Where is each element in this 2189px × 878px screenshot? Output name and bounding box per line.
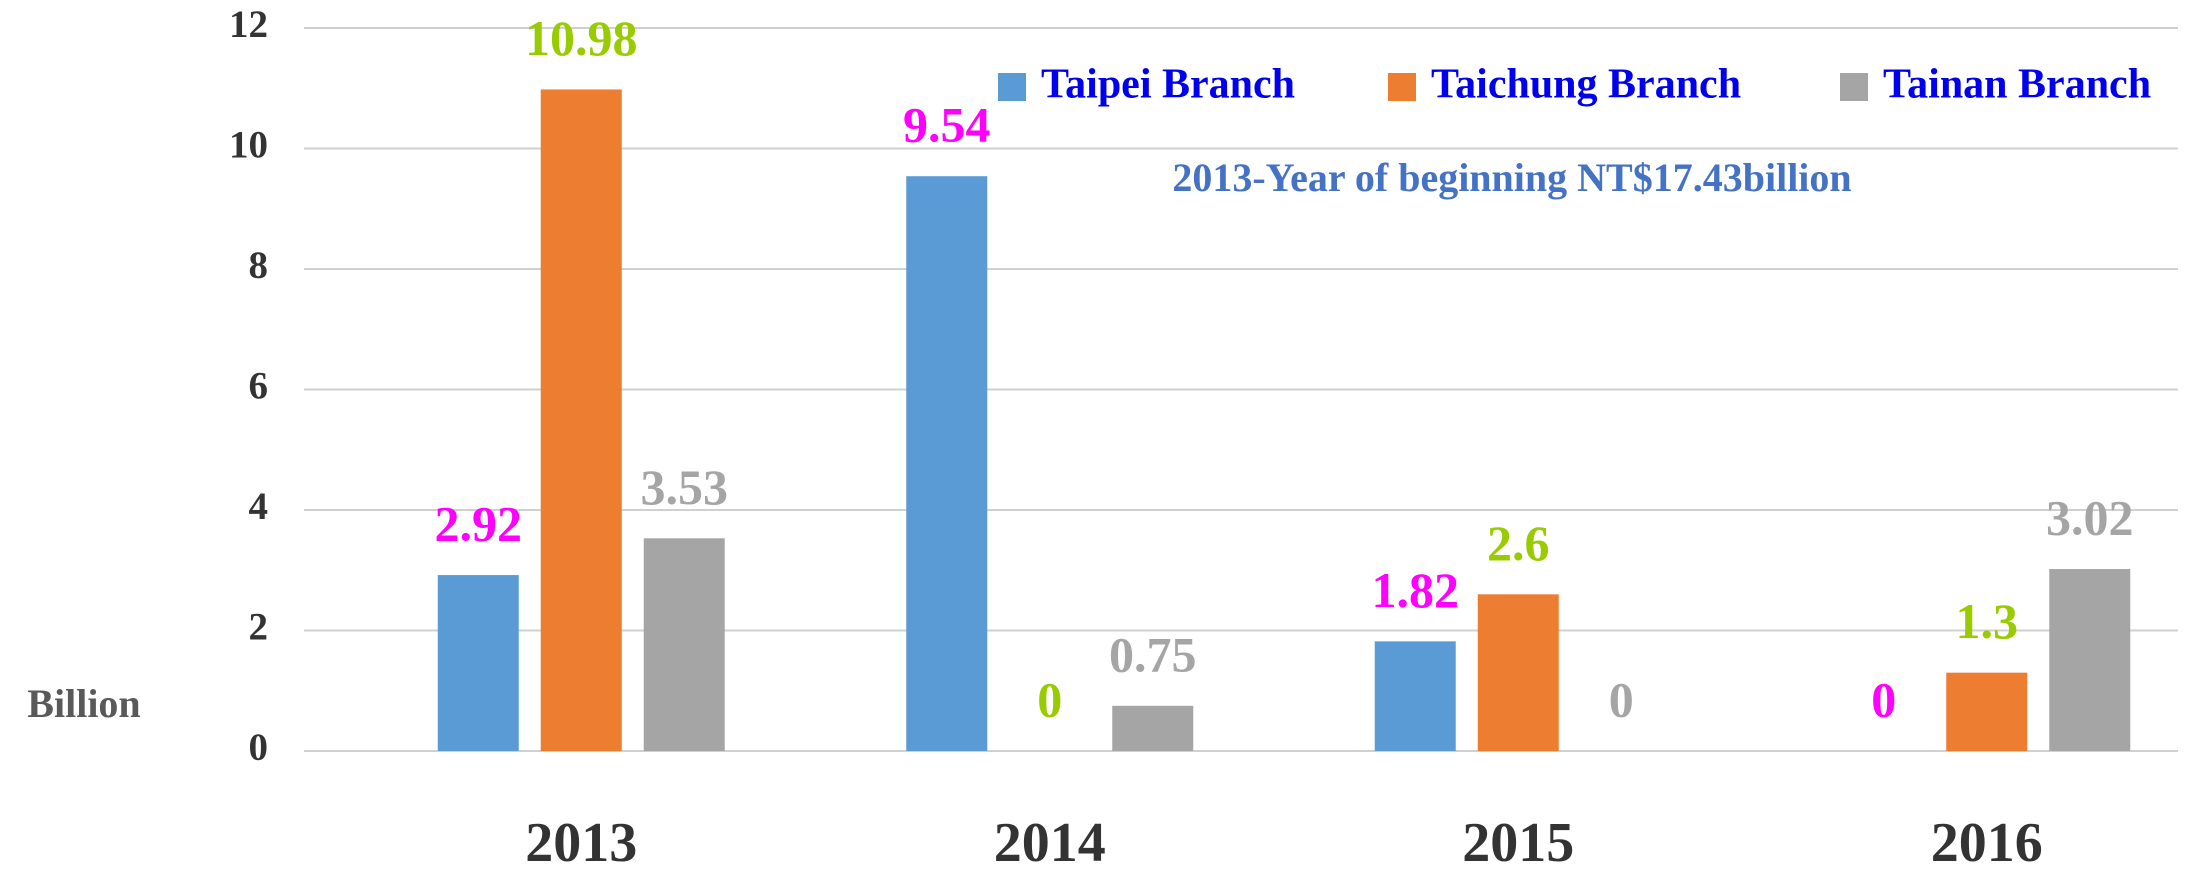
legend-swatch <box>1388 73 1416 101</box>
y-tick-label: 12 <box>229 3 268 46</box>
x-tick-label: 2015 <box>1462 812 1574 874</box>
y-axis-label: Billion <box>27 681 140 726</box>
data-label: 1.82 <box>1372 562 1460 618</box>
data-label: 0 <box>1609 671 1634 727</box>
bar <box>906 176 988 752</box>
data-label: 3.53 <box>641 459 729 515</box>
y-tick-label: 2 <box>249 605 269 648</box>
bar <box>540 89 622 751</box>
legend-swatch <box>998 73 1026 101</box>
legend-label: Taichung Branch <box>1431 62 1741 108</box>
data-label: 0 <box>1037 671 1062 727</box>
y-tick-label: 10 <box>229 123 268 166</box>
x-tick-label: 2016 <box>1931 812 2043 874</box>
data-label: 2.6 <box>1487 515 1550 571</box>
data-label: 0 <box>1871 671 1896 727</box>
bar <box>1112 705 1194 751</box>
data-label: 10.98 <box>525 10 638 66</box>
legend-label: Taipei Branch <box>1041 62 1295 108</box>
y-tick-label: 4 <box>249 485 269 528</box>
bar <box>1946 672 2028 751</box>
data-label: 2.92 <box>435 496 523 552</box>
legend-label: Tainan Branch <box>1883 62 2151 108</box>
y-tick-label: 0 <box>249 726 269 769</box>
y-tick-label: 8 <box>249 244 269 287</box>
legend-swatch <box>1840 73 1868 101</box>
data-label: 1.3 <box>1956 593 2019 649</box>
bar <box>643 538 725 751</box>
data-label: 0.75 <box>1109 626 1197 682</box>
x-tick-label: 2013 <box>525 812 637 874</box>
bar <box>437 575 519 751</box>
bar <box>1477 594 1559 751</box>
x-tick-label: 2014 <box>994 812 1106 874</box>
data-label: 9.54 <box>903 97 991 153</box>
bar <box>1374 641 1456 751</box>
bar <box>2049 569 2131 751</box>
annotation: 2013-Year of beginning NT$17.43billion <box>1172 155 1851 200</box>
data-label: 3.02 <box>2046 490 2134 546</box>
y-tick-label: 6 <box>249 364 269 407</box>
